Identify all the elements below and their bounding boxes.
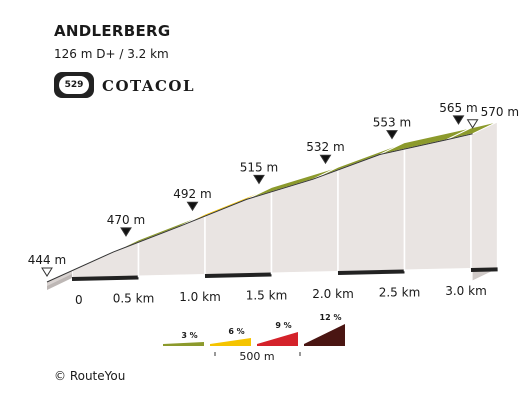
x-tick-label: 2.5 km xyxy=(379,286,421,300)
profile-side-panel xyxy=(137,213,206,278)
elevation-label: 492 m xyxy=(173,187,211,201)
legend-swatch xyxy=(163,342,204,346)
distance-bar-segment xyxy=(71,275,139,281)
badge-number: 529 xyxy=(59,76,89,94)
elevation-label: 470 m xyxy=(107,213,145,227)
distance-bar-segment xyxy=(404,268,472,274)
legend-label: 3 % xyxy=(181,331,197,340)
profile-top-faces xyxy=(46,121,498,283)
distance-bar-segment xyxy=(271,271,339,277)
page-title: ANDLERBERG xyxy=(54,22,171,40)
x-axis-ticks: 0 0.5 km 1.0 km 1.5 km 2.0 km 2.5 km 3.0 km xyxy=(75,284,487,307)
profile-side-panel xyxy=(470,120,499,270)
x-tick-label: 0 xyxy=(75,293,83,307)
profile-front-edge xyxy=(46,133,473,283)
elevation-marker xyxy=(186,201,199,212)
profile-side-panel xyxy=(337,141,406,273)
elevation-label: 444 m xyxy=(28,253,66,267)
cotacol-logo-text: COTACOL xyxy=(102,77,196,95)
legend-swatch xyxy=(210,338,251,346)
elevation-marker xyxy=(253,174,265,185)
elevation-label: 565 m xyxy=(439,101,477,115)
x-tick-label: 1.5 km xyxy=(246,289,288,303)
legend-label: 9 % xyxy=(275,321,291,330)
elevation-marker xyxy=(386,130,398,140)
legend-swatch xyxy=(257,332,298,346)
climb-stats: 126 m D+ / 3.2 km xyxy=(54,47,169,61)
elevation-label: 553 m xyxy=(373,116,411,130)
elevation-label: 515 m xyxy=(240,160,278,174)
legend-label: 12 % xyxy=(320,313,342,322)
distance-bar-segment xyxy=(204,272,272,278)
elevation-label: 570 m xyxy=(481,105,519,119)
profile-side-panel xyxy=(403,126,472,272)
profile-side-faces xyxy=(47,120,499,290)
scale-label: 500 m xyxy=(239,350,274,363)
elevation-marker xyxy=(319,154,332,165)
elevation-marker xyxy=(452,115,465,125)
gradient-legend: 3 % 6 % 9 % 12 % 500 m xyxy=(163,313,345,363)
distance-bar-segment xyxy=(470,267,498,272)
copyright-text: © RouteYou xyxy=(54,369,126,383)
distance-bar-segment xyxy=(138,274,206,280)
elevation-marker xyxy=(41,267,53,277)
profile-side-panel xyxy=(270,166,339,275)
x-tick-label: 1.0 km xyxy=(179,290,221,304)
elevation-marker xyxy=(466,119,479,129)
legend-swatch xyxy=(304,324,345,346)
distance-bar-segment xyxy=(337,269,405,275)
legend-label: 6 % xyxy=(228,327,244,336)
elevation-markers: 444 m 470 m 492 m 515 m 532 m 553 m 565 m 570 m xyxy=(28,101,519,277)
cotacol-number-badge: 529 xyxy=(54,72,94,98)
elevation-marker xyxy=(120,227,132,237)
x-tick-label: 2.0 km xyxy=(312,287,354,301)
elevation-label: 532 m xyxy=(306,140,344,154)
x-tick-label: 3.0 km xyxy=(445,284,487,298)
x-tick-label: 0.5 km xyxy=(113,292,155,306)
